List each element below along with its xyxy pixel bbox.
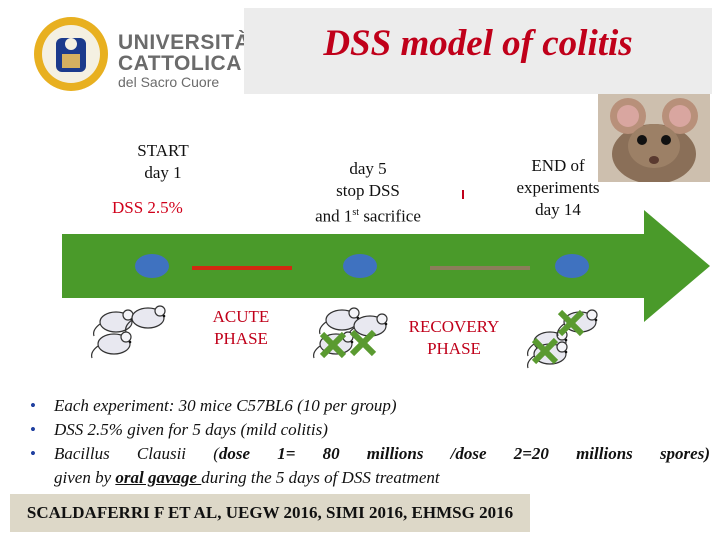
footer-bar: SCALDAFERRI F ET AL, UEGW 2016, SIMI 201… xyxy=(0,486,720,540)
citation: SCALDAFERRI F ET AL, UEGW 2016, SIMI 201… xyxy=(10,494,530,532)
slide-title: DSS model of colitis xyxy=(323,23,633,64)
acute-phase-label: ACUTE PHASE xyxy=(212,307,270,348)
page-number: 1 xyxy=(684,502,690,513)
list-item: • Each experiment: 30 mice C57BL6 (10 pe… xyxy=(30,394,710,418)
title-banner: DSS model of colitis xyxy=(244,8,712,94)
recovery-phase-label: RECOVERY PHASE xyxy=(408,317,500,358)
timeline-dot-day5 xyxy=(343,254,377,278)
bullet-icon: • xyxy=(30,420,36,439)
mouse-icon xyxy=(90,331,132,359)
bullet-list: • Each experiment: 30 mice C57BL6 (10 pe… xyxy=(30,394,710,490)
timeline-dot-end xyxy=(555,254,589,278)
bullet-icon: • xyxy=(30,396,36,415)
mouse-icon xyxy=(319,307,360,335)
day5-label: day 5 stop DSS and 1st sacrifice xyxy=(315,159,421,226)
timeline-dot-start xyxy=(135,254,169,278)
list-item: • Bacillus Clausii (dose 1= 80 millions … xyxy=(30,442,710,466)
university-seal-icon xyxy=(34,17,108,91)
university-logo: UNIVERSITÀ CATTOLICA del Sacro Cuore xyxy=(32,14,250,94)
mouse-photo-icon xyxy=(598,94,710,182)
dss-label: DSS 2.5% xyxy=(112,198,183,217)
mouse-icon xyxy=(124,305,166,333)
university-name: UNIVERSITÀ CATTOLICA xyxy=(118,31,251,75)
university-subtitle: del Sacro Cuore xyxy=(118,74,220,90)
bullet-icon: • xyxy=(30,444,36,463)
list-item: • DSS 2.5% given for 5 days (mild coliti… xyxy=(30,418,710,442)
start-label: START day 1 xyxy=(137,141,189,182)
list-item-continuation: given by oral gavage during the 5 days o… xyxy=(54,468,440,487)
end-label: END of experiments day 14 xyxy=(516,156,600,219)
